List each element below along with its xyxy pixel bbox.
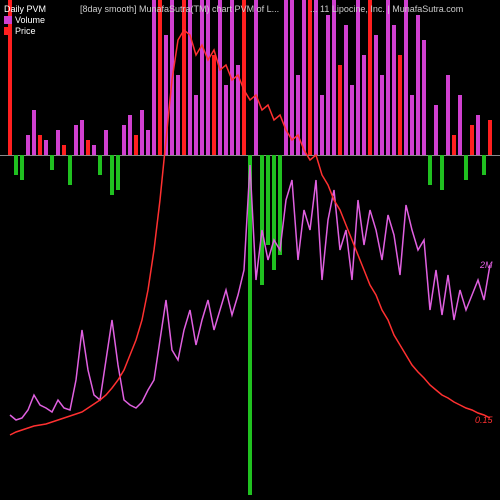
legend-box-price — [4, 27, 12, 35]
legend-box-volume — [4, 16, 12, 24]
chart-container: Daily PVM Volume Price [8day smooth] Mun… — [0, 0, 500, 500]
top-caption-right: ... 11 Lipocine, Inc. | MunafaSutra.com — [310, 4, 463, 14]
line-overlay — [0, 0, 500, 500]
chart-header: Daily PVM Volume Price — [4, 4, 46, 36]
legend-row-volume: Volume — [4, 15, 46, 25]
price-line — [10, 30, 490, 435]
annotation: 2M — [480, 260, 493, 270]
annotation: 0.15 — [475, 415, 493, 425]
legend-row-price: Price — [4, 26, 46, 36]
legend-label-volume: Volume — [15, 15, 45, 25]
chart-title: Daily PVM — [4, 4, 46, 14]
top-caption-left: [8day smooth] MunafaSutra(TM) chart PVM … — [80, 4, 279, 14]
legend-label-price: Price — [15, 26, 36, 36]
volume-line — [10, 165, 490, 420]
